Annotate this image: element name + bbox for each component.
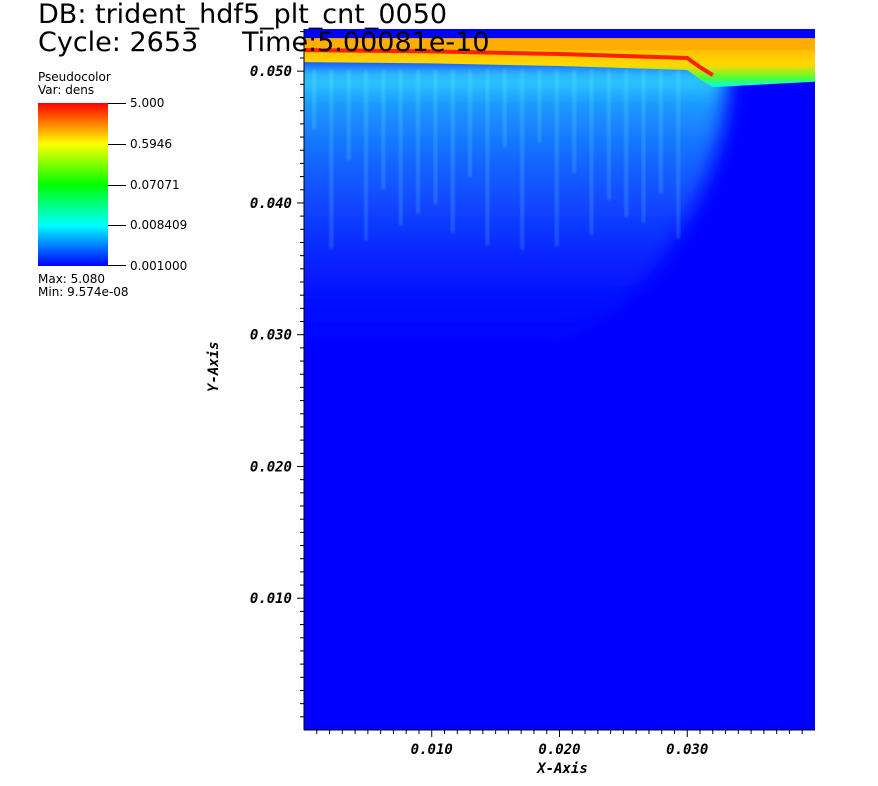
plume-streak — [624, 69, 629, 217]
y-tick-label: 0.020 — [250, 459, 292, 475]
plume-streak — [381, 69, 386, 189]
y-axis-title: Y-Axis — [206, 341, 222, 392]
front-crest-line — [304, 48, 714, 77]
shocked-region — [304, 38, 815, 51]
plume-streak — [537, 69, 542, 143]
low-density-plume — [304, 64, 727, 363]
plume-streak — [468, 69, 473, 178]
plume-streak — [572, 69, 577, 173]
legend-plot-type: Pseudocolor — [38, 70, 111, 84]
plume-streak — [520, 69, 525, 250]
plume-streak — [398, 69, 403, 226]
y-tick-label: 0.040 — [250, 196, 292, 212]
plume-streak — [329, 69, 334, 249]
y-tick-label: 0.030 — [250, 328, 292, 344]
x-tick-label: 0.030 — [666, 742, 708, 758]
database-title: DB: trident_hdf5_plt_cnt_0050 — [38, 0, 448, 30]
colorbar-tick — [108, 185, 126, 186]
colorbar-label: 0.07071 — [130, 178, 180, 192]
x-tick-label: 0.020 — [538, 742, 580, 758]
plume-streak — [416, 69, 421, 214]
colorbar-label: 5.000 — [130, 96, 165, 110]
colorbar-label: 0.5946 — [130, 137, 172, 151]
plume-streak — [346, 69, 351, 161]
plume-streak — [433, 69, 438, 204]
plume-streak — [676, 69, 681, 239]
plume-streak — [589, 69, 594, 236]
plume-streak — [312, 69, 316, 130]
colorbar — [38, 103, 108, 266]
colorbar-label: 0.001000 — [130, 259, 188, 273]
legend-variable: Var: dens — [38, 83, 95, 97]
x-tick-label: 0.010 — [411, 742, 453, 758]
plume-streak — [450, 69, 455, 233]
cycle-label: Cycle: 2653 — [38, 27, 199, 58]
colorbar-tick — [108, 103, 126, 104]
colorbar-tick — [108, 225, 126, 226]
y-tick-label: 0.050 — [250, 64, 292, 80]
plume-streak — [364, 69, 369, 241]
plume-streak — [554, 69, 559, 247]
colorbar-tick — [108, 144, 126, 145]
legend-min: Min: 9.574e-08 — [38, 285, 129, 299]
top-vacuum — [304, 29, 815, 39]
y-tick-label: 0.010 — [250, 591, 292, 607]
time-label: Time:5.00081e-10 — [242, 27, 490, 58]
colorbar-tick — [108, 265, 126, 266]
plume-streak — [641, 69, 646, 223]
plume-streak — [502, 69, 507, 148]
legend-max: Max: 5.080 — [38, 272, 106, 286]
plume-streak — [485, 69, 490, 245]
plume-streak — [606, 69, 611, 200]
plume-streak — [658, 69, 663, 194]
colorbar-label: 0.008409 — [130, 218, 188, 232]
x-axis-title: X-Axis — [536, 761, 588, 777]
